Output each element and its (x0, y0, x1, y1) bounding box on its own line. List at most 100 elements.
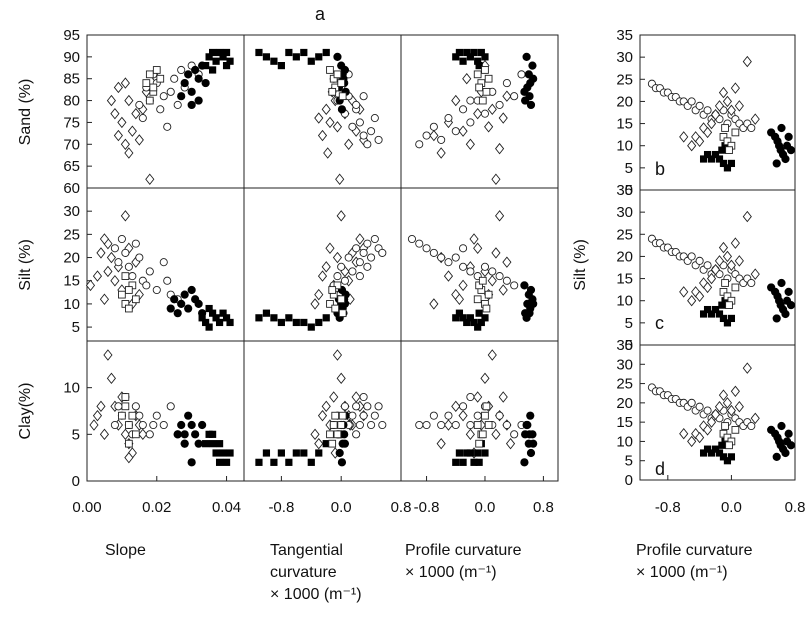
data-point-diamond (436, 437, 446, 450)
ylabel-clay: Clay(%) (17, 383, 34, 440)
data-point-filled-square (474, 57, 482, 65)
data-point-open-circle (502, 79, 511, 88)
data-point-filled-square (703, 150, 712, 159)
data-point-open-square (473, 295, 482, 304)
data-point-open-square (484, 421, 493, 429)
data-point-filled-square (719, 453, 728, 461)
data-point-filled-square (222, 48, 231, 57)
data-point-open-circle (747, 123, 756, 133)
data-point-filled-circle (194, 299, 203, 309)
data-point-filled-circle (333, 52, 342, 61)
xlabel-profile-line1: Profile curvature (405, 542, 522, 559)
data-point-diamond (134, 134, 144, 146)
data-point-filled-square (699, 449, 708, 457)
data-point-filled-circle (191, 430, 200, 439)
data-point-diamond (679, 131, 689, 143)
data-point-filled-circle (177, 92, 186, 101)
data-point-filled-circle (170, 295, 179, 304)
data-point-filled-square (721, 437, 729, 446)
data-point-diamond (679, 427, 689, 440)
data-point-filled-square (307, 458, 315, 466)
data-point-open-circle (344, 253, 353, 262)
data-point-filled-circle (522, 420, 531, 430)
data-point-open-square (333, 430, 342, 439)
data-point-open-square (482, 402, 491, 411)
data-point-diamond (722, 397, 733, 409)
data-point-open-circle (355, 118, 364, 127)
data-point-open-circle (429, 411, 438, 420)
data-point-open-circle (466, 420, 475, 430)
data-point-filled-square (718, 441, 726, 449)
data-point-filled-circle (526, 448, 536, 458)
data-point-diamond (120, 428, 130, 441)
x-tick-label: 0.00 (72, 499, 101, 516)
y-tick-label: 20 (63, 250, 80, 267)
panel-letter-c: c (655, 313, 664, 333)
data-point-open-square (473, 70, 482, 79)
data-point-open-circle (135, 253, 144, 262)
data-point-open-circle (422, 420, 431, 430)
xlabel-tangential-line1: Tangential (270, 542, 343, 559)
data-point-open-circle (367, 127, 376, 136)
data-point-filled-square (452, 458, 460, 466)
data-point-open-square (152, 66, 161, 74)
data-point-filled-square (718, 301, 726, 309)
right-y-tick-label: 10 (616, 433, 633, 450)
data-point-open-circle (149, 420, 158, 430)
data-point-filled-square (475, 309, 483, 317)
data-point-filled-square (262, 309, 271, 317)
data-point-open-square (484, 290, 493, 299)
data-point-open-square (473, 421, 482, 429)
data-point-filled-circle (529, 74, 538, 83)
y-tick-label: 90 (63, 49, 80, 66)
data-point-filled-circle (529, 439, 538, 448)
data-point-open-circle (703, 106, 712, 115)
data-point-diamond (138, 428, 148, 441)
data-point-open-square (125, 286, 133, 294)
data-point-diamond (498, 391, 508, 403)
data-point-filled-circle (781, 154, 790, 164)
data-point-diamond (323, 147, 333, 159)
data-point-diamond (487, 275, 497, 287)
data-point-open-square (131, 430, 140, 439)
data-point-diamond (124, 147, 134, 159)
data-point-diamond (722, 95, 733, 108)
data-point-open-square (731, 128, 740, 137)
y-tick-label: 0 (72, 473, 80, 490)
data-point-filled-square (270, 57, 278, 65)
right-y-tick-label: 20 (616, 395, 633, 412)
data-point-open-circle (466, 267, 475, 276)
data-point-open-square (721, 124, 729, 132)
data-point-filled-square (277, 318, 285, 327)
data-point-diamond (687, 435, 697, 448)
data-point-filled-square (481, 53, 489, 61)
data-marks (85, 48, 796, 467)
data-point-filled-circle (180, 78, 189, 88)
data-point-filled-square (455, 449, 464, 457)
right-y-tick-label: 30 (616, 49, 633, 66)
data-point-filled-circle (526, 100, 536, 110)
data-point-open-circle (142, 281, 151, 290)
data-point-open-circle (135, 411, 144, 420)
data-point-diamond (344, 138, 354, 151)
data-point-open-circle (163, 122, 172, 131)
data-point-open-circle (429, 122, 438, 131)
right-y-tick-label: 10 (616, 293, 633, 310)
panel-letter-b: b (655, 159, 665, 179)
data-point-open-square (721, 279, 729, 287)
data-point-open-circle (466, 96, 475, 105)
data-point-filled-square (270, 458, 278, 466)
data-point-diamond (706, 416, 717, 428)
data-point-filled-circle (784, 429, 793, 438)
data-point-filled-circle (187, 100, 196, 110)
data-point-filled-square (463, 318, 471, 327)
data-point-diamond (726, 404, 736, 417)
data-point-diamond (505, 437, 516, 450)
data-point-filled-circle (784, 132, 793, 141)
data-point-open-circle (451, 420, 460, 430)
data-point-open-circle (459, 105, 468, 114)
data-point-filled-square (477, 318, 485, 327)
data-point-filled-square (727, 453, 736, 461)
data-point-diamond (702, 424, 713, 436)
